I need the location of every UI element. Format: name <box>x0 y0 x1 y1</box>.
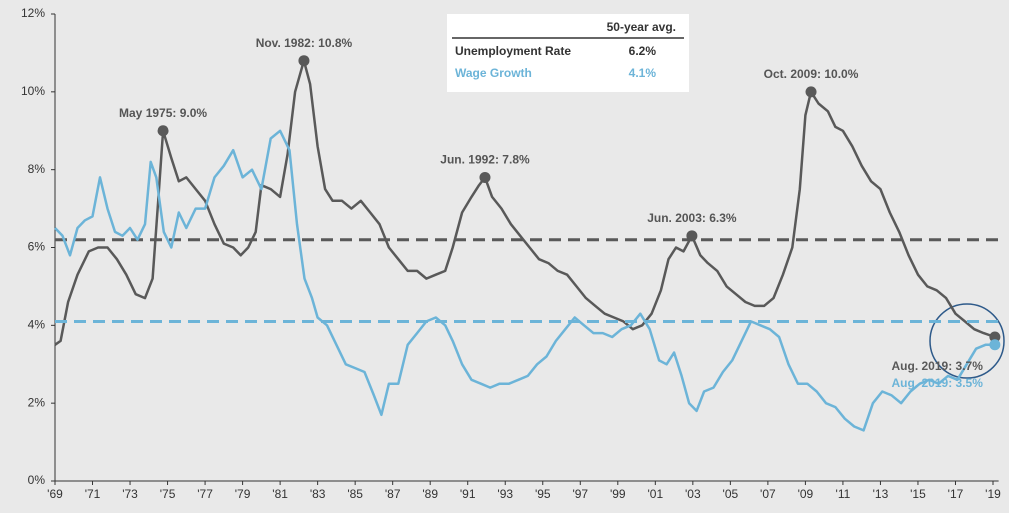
y-tick-label: 10% <box>21 84 45 98</box>
legend-label: Wage Growth <box>455 66 532 80</box>
x-tick-label: '97 <box>572 487 588 501</box>
x-tick-label: '19 <box>985 487 1001 501</box>
x-tick-label: '87 <box>385 487 401 501</box>
x-tick-label: '95 <box>535 487 551 501</box>
annotation: Oct. 2009: 10.0% <box>764 67 859 81</box>
highlight-circle <box>929 303 1005 379</box>
legend-value: 6.2% <box>629 44 657 58</box>
x-tick-label: '01 <box>647 487 663 501</box>
x-tick-label: '73 <box>122 487 138 501</box>
peak-dot <box>157 125 169 137</box>
end-label: Aug. 2019: 3.5% <box>892 376 984 390</box>
annotation: Nov. 1982: 10.8% <box>256 36 353 50</box>
x-tick-label: '75 <box>160 487 176 501</box>
x-tick-label: '09 <box>798 487 814 501</box>
legend-header: 50-year avg. <box>607 20 676 34</box>
legend-value: 4.1% <box>629 66 657 80</box>
annotation: Jun. 1992: 7.8% <box>440 153 530 167</box>
y-tick-label: 2% <box>28 395 46 409</box>
y-tick-label: 8% <box>28 162 46 176</box>
y-tick-label: 6% <box>28 240 46 254</box>
x-tick-label: '89 <box>422 487 438 501</box>
x-tick-label: '05 <box>723 487 739 501</box>
x-tick-label: '17 <box>948 487 964 501</box>
y-tick-label: 0% <box>28 473 46 487</box>
x-tick-label: '11 <box>836 487 851 501</box>
x-tick-label: '15 <box>910 487 926 501</box>
x-tick-label: '81 <box>272 487 288 501</box>
x-tick-label: '83 <box>310 487 326 501</box>
annotation: Jun. 2003: 6.3% <box>647 211 737 225</box>
x-tick-label: '91 <box>460 487 476 501</box>
legend-box <box>447 14 689 92</box>
x-tick-label: '03 <box>685 487 701 501</box>
x-tick-label: '13 <box>873 487 889 501</box>
series-line <box>54 59 996 346</box>
x-tick-label: '85 <box>347 487 363 501</box>
x-tick-label: '07 <box>760 487 776 501</box>
peak-dot <box>479 171 491 183</box>
end-dot <box>989 339 1001 351</box>
end-dot <box>989 331 1001 343</box>
series-line <box>54 129 995 432</box>
x-tick-label: '71 <box>85 487 101 501</box>
end-label: Aug. 2019: 3.7% <box>892 359 984 373</box>
annotation: May 1975: 9.0% <box>119 106 207 120</box>
x-tick-label: '99 <box>610 487 626 501</box>
x-tick-label: '93 <box>497 487 513 501</box>
x-tick-label: '77 <box>197 487 213 501</box>
y-tick-label: 4% <box>28 318 46 332</box>
peak-dot <box>686 230 698 242</box>
legend-label: Unemployment Rate <box>455 44 571 58</box>
y-tick-label: 12% <box>21 6 45 20</box>
peak-dot <box>805 86 817 98</box>
peak-dot <box>298 55 310 67</box>
x-tick-label: '79 <box>235 487 251 501</box>
x-tick-label: '69 <box>47 487 63 501</box>
